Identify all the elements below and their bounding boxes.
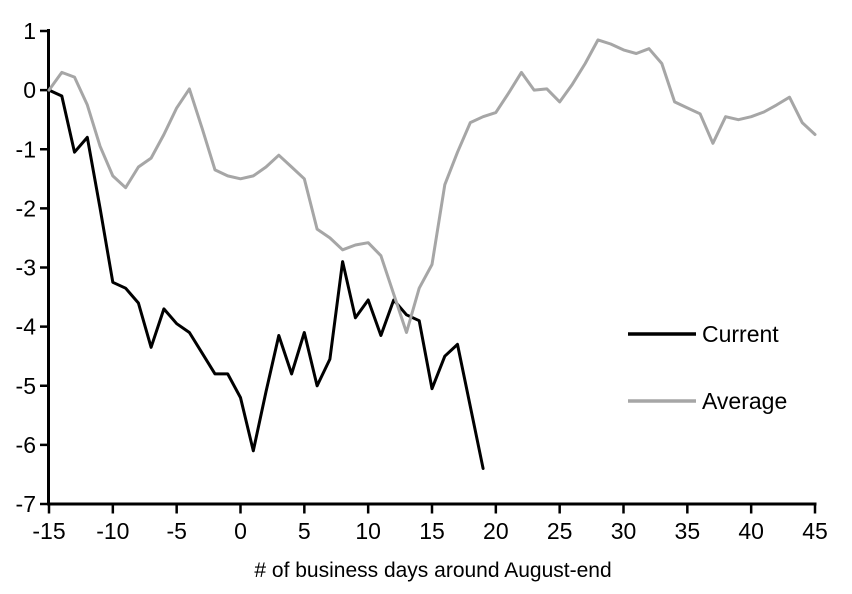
- legend-current-label: Current: [702, 321, 779, 347]
- series-average-line: [47, 38, 817, 334]
- x-tick-label: 45: [802, 518, 828, 544]
- x-tick-label: -15: [32, 518, 65, 544]
- axes: 10-1-2-3-4-5-6-7-15 -10 -5 0 5 10 15 20 25 30 35 40…: [16, 18, 828, 544]
- x-axis-title: # of business days around August-end: [254, 559, 611, 582]
- x-tick-label: 0: [234, 518, 247, 544]
- x-tick-label: 15: [419, 518, 445, 544]
- y-tick-label: -7: [16, 491, 36, 517]
- x-tick-label: 25: [547, 518, 573, 544]
- y-tick-label: 1: [23, 18, 36, 44]
- series-lines: [47, 38, 817, 470]
- y-tick-label: -2: [16, 195, 36, 221]
- x-tick-label: -5: [166, 518, 186, 544]
- legend-average-label: Average: [702, 388, 787, 414]
- x-tick-label: 5: [298, 518, 311, 544]
- x-tick-label: 30: [611, 518, 637, 544]
- legend: Current Average: [628, 321, 787, 414]
- series-current-line: [47, 88, 485, 470]
- x-tick-label: 35: [675, 518, 701, 544]
- y-tick-label: -1: [16, 136, 36, 162]
- x-tick-label: -10: [96, 518, 129, 544]
- y-tick-label: -6: [16, 432, 36, 458]
- y-tick-label: -4: [16, 314, 37, 340]
- x-tick-label: 20: [483, 518, 509, 544]
- x-tick-label: 40: [738, 518, 764, 544]
- y-tick-label: 0: [23, 77, 36, 103]
- y-tick-label: -3: [16, 255, 36, 281]
- x-tick-label: 10: [355, 518, 381, 544]
- y-tick-label: -5: [16, 373, 36, 399]
